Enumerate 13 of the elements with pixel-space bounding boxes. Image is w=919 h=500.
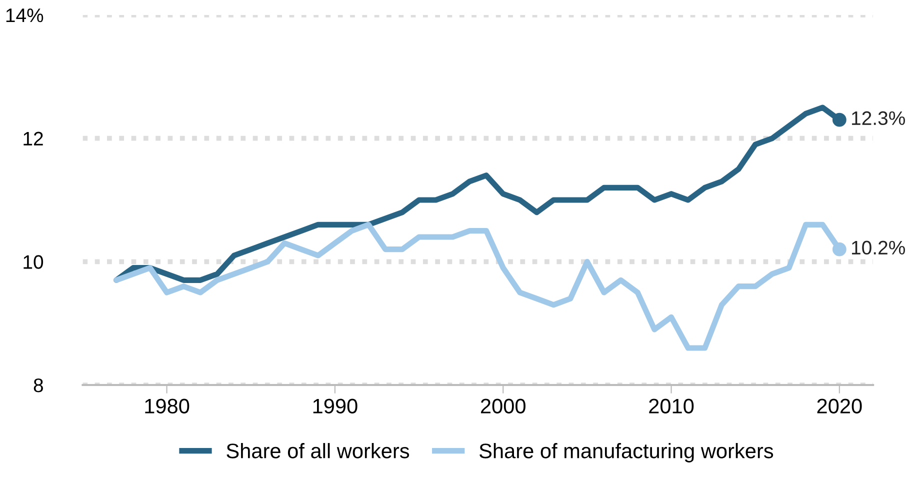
x-tick-label: 2000 [480, 398, 526, 414]
legend-label: Share of manufacturing workers [479, 443, 774, 462]
x-tick-label: 2020 [817, 398, 862, 414]
y-tick-label: 8 [34, 378, 43, 392]
y-tick-label: 10 [24, 255, 44, 269]
x-tick-label: 1980 [145, 398, 190, 414]
annotation: 10.2% [852, 240, 905, 255]
y-tick-label: 14% [6, 8, 44, 22]
x-tick-label: 2010 [649, 398, 694, 414]
annotation: 12.3% [852, 111, 905, 126]
y-tick-label: 12 [24, 132, 43, 146]
x-tick-label: 1990 [313, 398, 358, 414]
legend-label: Share of all workers [226, 443, 410, 458]
